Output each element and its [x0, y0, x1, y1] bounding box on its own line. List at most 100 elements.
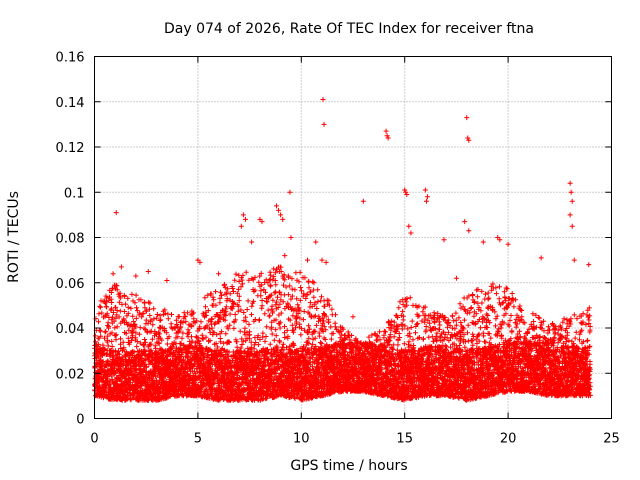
x-tick-label: 0	[90, 432, 98, 447]
outlier-point	[404, 192, 410, 198]
data-point-cluster	[356, 329, 384, 398]
outlier-point	[462, 219, 468, 225]
outlier-point	[118, 264, 124, 270]
x-tick-label: 20	[500, 432, 517, 447]
outlier-point	[305, 257, 311, 263]
y-tick-label: 0.04	[56, 322, 85, 337]
y-tick-label: 0.02	[56, 367, 85, 382]
data-point-cluster	[180, 308, 208, 400]
outlier-point	[321, 121, 327, 127]
outlier-point	[216, 271, 222, 277]
data-point-cluster	[202, 281, 230, 403]
y-axis-label: ROTI / TECUs	[6, 191, 22, 283]
y-tick-label: 0.06	[56, 277, 85, 292]
outlier-point	[360, 198, 366, 204]
data-point-cluster	[312, 287, 340, 400]
outlier-point	[319, 257, 325, 263]
outlier-point	[242, 216, 248, 222]
outlier-point	[384, 133, 390, 139]
plot-frame	[94, 56, 612, 419]
outlier-point	[464, 115, 470, 121]
outlier-point	[567, 180, 573, 186]
data-point-cluster	[532, 312, 560, 399]
outlier-point	[568, 189, 574, 195]
y-tick-label: 0.08	[56, 232, 85, 247]
outlier-point	[238, 223, 244, 229]
outlier-point	[422, 187, 428, 193]
y-tick-label: 0	[76, 413, 84, 428]
y-tick-label: 0.14	[56, 96, 85, 111]
outlier-point	[423, 198, 429, 204]
outlier-point	[424, 194, 430, 200]
data-point-cluster	[488, 281, 516, 397]
outlier-point	[402, 187, 408, 193]
y-tick-label: 0.1	[64, 186, 85, 201]
outlier-point	[497, 237, 503, 243]
outlier-point	[465, 135, 471, 141]
outlier-point	[350, 314, 356, 320]
outlier-point	[385, 135, 391, 141]
y-tick-label: 0.16	[56, 51, 85, 66]
data-point-cluster	[290, 269, 318, 403]
outlier-point	[113, 210, 119, 216]
data-point-cluster	[554, 312, 582, 399]
outlier-point	[164, 277, 170, 283]
outlier-point	[383, 128, 389, 134]
outlier-point	[240, 212, 246, 218]
data-point-cluster	[400, 295, 428, 403]
outlier-point	[259, 219, 265, 225]
outlier-point	[408, 230, 414, 236]
x-tick-label: 10	[293, 432, 310, 447]
data-point-cluster	[510, 297, 538, 396]
outlier-point	[276, 207, 282, 213]
outlier-point	[569, 223, 575, 229]
outlier-point	[453, 275, 459, 281]
outlier-point	[110, 271, 116, 277]
outlier-point	[278, 212, 284, 218]
x-tick-label: 25	[603, 432, 620, 447]
data-points	[92, 96, 593, 403]
x-tick-label: 15	[396, 432, 413, 447]
data-point-cluster	[158, 307, 186, 402]
outlier-point	[505, 241, 511, 247]
data-point-cluster	[378, 297, 406, 403]
x-tick-label: 5	[194, 432, 202, 447]
x-axis-label: GPS time / hours	[290, 458, 407, 474]
data-point-cluster	[114, 283, 142, 403]
y-tick-label: 0.12	[56, 141, 85, 156]
axes-layer: 0 0.02 0.04 0.06 0.08 0.1 0.12 0.14 0.16 0 5 10 15 20…	[56, 51, 620, 447]
outlier-point	[197, 259, 203, 265]
data-point-cluster	[422, 304, 450, 399]
outlier-point	[406, 223, 412, 229]
data-point-cluster	[268, 264, 296, 401]
chart-title: Day 074 of 2026, Rate Of TEC Index for r…	[164, 21, 534, 37]
outlier-point	[571, 257, 577, 263]
outlier-point	[288, 235, 294, 240]
outlier-point	[280, 216, 286, 222]
outlier-point	[403, 189, 409, 195]
outlier-point	[538, 255, 544, 261]
outlier-point	[282, 253, 288, 259]
outlier-point	[567, 212, 573, 218]
data-point-cluster	[444, 293, 472, 403]
data-point-cluster	[136, 297, 164, 403]
outlier-point	[145, 268, 151, 274]
outlier-point	[320, 96, 326, 102]
outlier-point	[273, 203, 279, 209]
outlier-point	[466, 228, 472, 234]
data-point-cluster	[224, 269, 252, 403]
outlier-point	[441, 237, 447, 243]
outlier-point	[133, 273, 139, 279]
outlier-point	[287, 189, 293, 195]
outlier-point	[466, 137, 472, 143]
outlier-point	[480, 239, 486, 245]
outlier-point	[323, 259, 329, 265]
data-point-cluster	[334, 324, 362, 395]
outlier-point	[313, 239, 319, 245]
data-point-cluster	[577, 305, 593, 399]
outlier-point	[586, 262, 592, 268]
data-point-cluster	[246, 269, 274, 403]
outlier-point	[569, 198, 575, 204]
data-point-cluster	[466, 287, 494, 403]
